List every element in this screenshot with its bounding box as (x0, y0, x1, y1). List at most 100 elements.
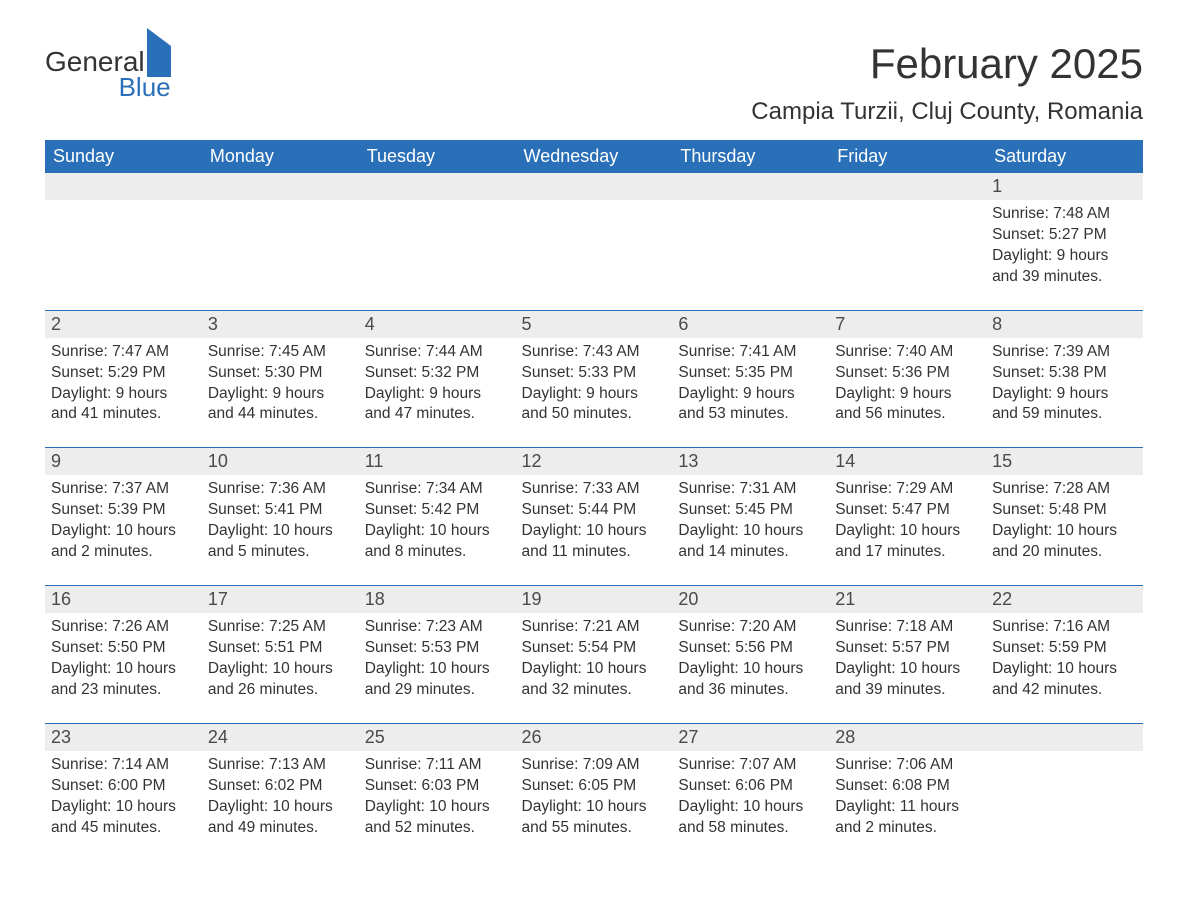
sunset-text: Sunset: 5:32 PM (365, 363, 510, 384)
page-title: February 2025 (751, 40, 1143, 88)
sunrise-text: Sunrise: 7:26 AM (51, 617, 196, 638)
sunset-text: Sunset: 6:08 PM (835, 776, 980, 797)
day-number-cell: 24 (202, 724, 359, 751)
day-content-cell: Sunrise: 7:16 AMSunset: 5:59 PMDaylight:… (986, 613, 1143, 723)
day-number-cell: 25 (359, 724, 516, 751)
day-content-cell: Sunrise: 7:39 AMSunset: 5:38 PMDaylight:… (986, 338, 1143, 448)
day-number-cell: 2 (45, 311, 202, 338)
day-number-cell: 3 (202, 311, 359, 338)
day-content-cell (45, 200, 202, 310)
day-content-cell (359, 200, 516, 310)
location-text: Campia Turzii, Cluj County, Romania (751, 98, 1143, 126)
day-number-cell: 26 (516, 724, 673, 751)
daylight-text: Daylight: 10 hours and 42 minutes. (992, 659, 1137, 701)
sunset-text: Sunset: 5:56 PM (678, 638, 823, 659)
sunrise-text: Sunrise: 7:47 AM (51, 342, 196, 363)
day-number-cell (672, 173, 829, 200)
day-number-cell: 13 (672, 448, 829, 475)
sunrise-text: Sunrise: 7:48 AM (992, 204, 1137, 225)
day-number-cell: 4 (359, 311, 516, 338)
calendar-table: Sunday Monday Tuesday Wednesday Thursday… (45, 140, 1143, 860)
daylight-text: Daylight: 10 hours and 11 minutes. (522, 521, 667, 563)
day-header: Wednesday (516, 140, 673, 173)
logo-triangle-icon (147, 28, 171, 77)
day-content-cell (986, 751, 1143, 861)
sunset-text: Sunset: 5:41 PM (208, 500, 353, 521)
content-row: Sunrise: 7:26 AMSunset: 5:50 PMDaylight:… (45, 613, 1143, 723)
day-number-cell: 7 (829, 311, 986, 338)
daylight-text: Daylight: 10 hours and 58 minutes. (678, 797, 823, 839)
content-row: Sunrise: 7:14 AMSunset: 6:00 PMDaylight:… (45, 751, 1143, 861)
sunrise-text: Sunrise: 7:33 AM (522, 479, 667, 500)
sunrise-text: Sunrise: 7:41 AM (678, 342, 823, 363)
day-content-cell (516, 200, 673, 310)
sunset-text: Sunset: 6:00 PM (51, 776, 196, 797)
day-number-cell: 11 (359, 448, 516, 475)
daylight-text: Daylight: 10 hours and 52 minutes. (365, 797, 510, 839)
day-number-cell: 14 (829, 448, 986, 475)
day-content-cell: Sunrise: 7:23 AMSunset: 5:53 PMDaylight:… (359, 613, 516, 723)
day-number-cell: 16 (45, 586, 202, 613)
day-number-cell: 10 (202, 448, 359, 475)
daylight-text: Daylight: 10 hours and 29 minutes. (365, 659, 510, 701)
day-content-cell: Sunrise: 7:18 AMSunset: 5:57 PMDaylight:… (829, 613, 986, 723)
day-content-cell (672, 200, 829, 310)
sunset-text: Sunset: 5:59 PM (992, 638, 1137, 659)
daylight-text: Daylight: 10 hours and 49 minutes. (208, 797, 353, 839)
sunset-text: Sunset: 6:03 PM (365, 776, 510, 797)
sunrise-text: Sunrise: 7:20 AM (678, 617, 823, 638)
day-number-cell: 6 (672, 311, 829, 338)
sunset-text: Sunset: 5:38 PM (992, 363, 1137, 384)
day-number-cell (359, 173, 516, 200)
daylight-text: Daylight: 10 hours and 8 minutes. (365, 521, 510, 563)
daylight-text: Daylight: 10 hours and 23 minutes. (51, 659, 196, 701)
sunset-text: Sunset: 5:30 PM (208, 363, 353, 384)
day-content-cell: Sunrise: 7:41 AMSunset: 5:35 PMDaylight:… (672, 338, 829, 448)
sunset-text: Sunset: 5:29 PM (51, 363, 196, 384)
day-content-cell: Sunrise: 7:11 AMSunset: 6:03 PMDaylight:… (359, 751, 516, 861)
day-number-cell: 5 (516, 311, 673, 338)
day-number-cell: 20 (672, 586, 829, 613)
day-content-cell: Sunrise: 7:40 AMSunset: 5:36 PMDaylight:… (829, 338, 986, 448)
day-content-cell: Sunrise: 7:06 AMSunset: 6:08 PMDaylight:… (829, 751, 986, 861)
day-content-cell: Sunrise: 7:33 AMSunset: 5:44 PMDaylight:… (516, 475, 673, 585)
sunrise-text: Sunrise: 7:23 AM (365, 617, 510, 638)
sunset-text: Sunset: 5:39 PM (51, 500, 196, 521)
day-header: Sunday (45, 140, 202, 173)
day-content-cell: Sunrise: 7:48 AMSunset: 5:27 PMDaylight:… (986, 200, 1143, 310)
sunset-text: Sunset: 5:45 PM (678, 500, 823, 521)
sunrise-text: Sunrise: 7:45 AM (208, 342, 353, 363)
sunrise-text: Sunrise: 7:06 AM (835, 755, 980, 776)
sunrise-text: Sunrise: 7:21 AM (522, 617, 667, 638)
sunset-text: Sunset: 5:35 PM (678, 363, 823, 384)
sunrise-text: Sunrise: 7:37 AM (51, 479, 196, 500)
day-number-cell (45, 173, 202, 200)
daynum-row: 232425262728 (45, 724, 1143, 751)
day-number-cell (202, 173, 359, 200)
logo: General Blue (45, 48, 171, 100)
daylight-text: Daylight: 10 hours and 5 minutes. (208, 521, 353, 563)
day-number-cell: 28 (829, 724, 986, 751)
content-row: Sunrise: 7:37 AMSunset: 5:39 PMDaylight:… (45, 475, 1143, 585)
day-number-cell: 8 (986, 311, 1143, 338)
content-row: Sunrise: 7:48 AMSunset: 5:27 PMDaylight:… (45, 200, 1143, 310)
day-content-cell: Sunrise: 7:20 AMSunset: 5:56 PMDaylight:… (672, 613, 829, 723)
content-row: Sunrise: 7:47 AMSunset: 5:29 PMDaylight:… (45, 338, 1143, 448)
day-content-cell: Sunrise: 7:34 AMSunset: 5:42 PMDaylight:… (359, 475, 516, 585)
daylight-text: Daylight: 10 hours and 36 minutes. (678, 659, 823, 701)
sunset-text: Sunset: 5:54 PM (522, 638, 667, 659)
day-content-cell (829, 200, 986, 310)
day-content-cell: Sunrise: 7:13 AMSunset: 6:02 PMDaylight:… (202, 751, 359, 861)
daynum-row: 1 (45, 173, 1143, 200)
day-content-cell: Sunrise: 7:14 AMSunset: 6:00 PMDaylight:… (45, 751, 202, 861)
sunrise-text: Sunrise: 7:43 AM (522, 342, 667, 363)
day-content-cell: Sunrise: 7:29 AMSunset: 5:47 PMDaylight:… (829, 475, 986, 585)
day-content-cell: Sunrise: 7:26 AMSunset: 5:50 PMDaylight:… (45, 613, 202, 723)
day-content-cell: Sunrise: 7:47 AMSunset: 5:29 PMDaylight:… (45, 338, 202, 448)
sunset-text: Sunset: 5:51 PM (208, 638, 353, 659)
daylight-text: Daylight: 10 hours and 2 minutes. (51, 521, 196, 563)
day-number-cell: 27 (672, 724, 829, 751)
sunset-text: Sunset: 5:48 PM (992, 500, 1137, 521)
day-content-cell: Sunrise: 7:37 AMSunset: 5:39 PMDaylight:… (45, 475, 202, 585)
sunrise-text: Sunrise: 7:40 AM (835, 342, 980, 363)
